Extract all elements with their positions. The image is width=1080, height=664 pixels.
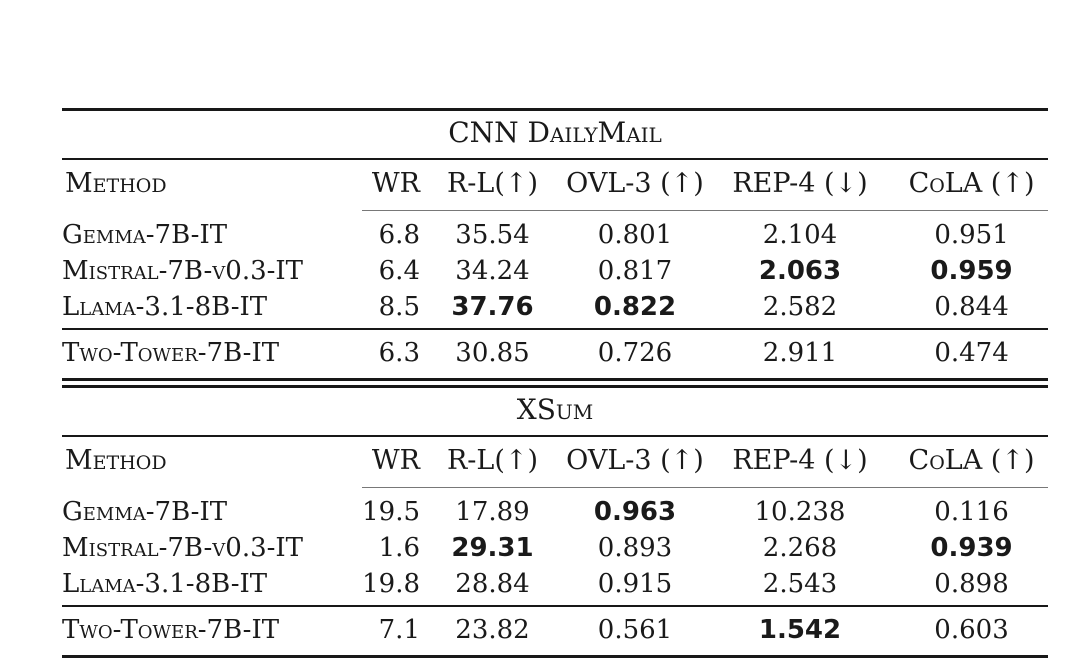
cnn-dailymail-results-table: CNN DailyMail Method WR R-L(↑) OVL-3 (↑)… [62,108,1049,381]
table-title-row: XSum [62,386,1049,437]
rouge-l-cell: 28.84 [455,569,530,599]
header-row: Method WR R-L(↑) OVL-3 (↑) REP-4 (↓) CoL… [62,159,1049,211]
method-cell: Two-Tower-7B-IT [62,328,362,380]
table-row: Gemma-7B-IT 6.8 35.54 0.801 2.104 0.951 [62,211,1048,254]
wr-cell: 6.8 [378,220,420,250]
cola-cell: 0.116 [934,497,1009,527]
cola-cell: 0.951 [934,220,1009,250]
wr-cell: 8.5 [378,292,420,322]
rouge-l-cell: 17.89 [455,497,530,527]
method-cell: Llama-3.1-8B-IT [62,569,268,599]
ovl3-cell: 0.561 [565,605,705,657]
table-row: Mistral-7B-v0.3-IT 1.6 29.31 0.893 2.268… [62,530,1048,566]
ovl3-cell: 0.822 [593,292,677,322]
rep4-cell: 1.542 [705,605,895,657]
column-header-method: Method [65,445,167,477]
rep4-cell: 2.911 [705,328,895,380]
rouge-l-cell: 37.76 [451,292,534,322]
method-cell: Gemma-7B-IT [62,496,228,527]
ovl3-cell: 0.817 [597,256,673,286]
method-cell: Two-Tower-7B-IT [62,605,362,657]
cola-cell: 0.939 [930,533,1013,563]
ovl3-cell: 0.963 [593,497,677,527]
ovl3-cell: 0.915 [597,569,673,599]
table-row: Mistral-7B-v0.3-IT 6.4 34.24 0.817 2.063… [62,253,1048,289]
cola-cell: 0.844 [934,292,1009,322]
wr-cell: 19.5 [362,497,420,527]
table-row: Gemma-7B-IT 19.5 17.89 0.963 10.238 0.11… [62,488,1048,531]
table-title-row: CNN DailyMail [62,109,1049,160]
method-cell: Mistral-7B-v0.3-IT [62,256,304,286]
table-row: Llama-3.1-8B-IT 19.8 28.84 0.915 2.543 0… [62,566,1048,606]
table-row-two-tower: Two-Tower-7B-IT 6.3 30.85 0.726 2.911 0.… [62,328,1049,380]
column-header-cola: CoLA (↑) [895,436,1049,488]
header-row: Method WR R-L(↑) OVL-3 (↑) REP-4 (↓) CoL… [62,436,1049,488]
table-row: Llama-3.1-8B-IT 8.5 37.76 0.822 2.582 0.… [62,289,1048,329]
column-header-cola: CoLA (↑) [895,159,1049,211]
cola-cell: 0.474 [895,328,1049,380]
method-cell: Llama-3.1-8B-IT [62,292,268,322]
rouge-l-cell: 23.82 [420,605,565,657]
column-header-ovl3: OVL-3 (↑) [565,159,705,211]
rep4-cell: 2.543 [762,569,838,599]
column-header-rep4: REP-4 (↓) [705,436,895,488]
wr-cell: 1.6 [378,533,420,563]
cola-cell: 0.898 [934,569,1009,599]
rep4-cell: 2.268 [762,533,838,563]
table-row-two-tower: Two-Tower-7B-IT 7.1 23.82 0.561 1.542 0.… [62,605,1049,657]
xsum-results-table: XSum Method WR R-L(↑) OVL-3 (↑) REP-4 (↓… [62,385,1049,658]
rep4-cell: 2.582 [762,292,838,322]
table-title: CNN DailyMail [62,109,1049,160]
rouge-l-cell: 35.54 [455,220,530,250]
rouge-l-cell: 30.85 [420,328,565,380]
column-header-rouge-l: R-L(↑) [420,436,565,488]
rep4-cell: 10.238 [754,497,846,527]
cola-cell: 0.959 [930,256,1013,286]
rouge-l-cell: 29.31 [451,533,534,563]
wr-cell: 19.8 [362,569,420,599]
column-header-wr: WR [362,159,420,211]
column-header-ovl3: OVL-3 (↑) [565,436,705,488]
rep4-cell: 2.104 [762,220,838,250]
rouge-l-cell: 34.24 [455,256,530,286]
table-title: XSum [62,386,1049,437]
column-header-rouge-l: R-L(↑) [420,159,565,211]
wr-cell: 6.3 [362,328,420,380]
wr-cell: 6.4 [378,256,420,286]
cola-cell: 0.603 [895,605,1049,657]
paper-results-figure: CNN DailyMail Method WR R-L(↑) OVL-3 (↑)… [62,108,1049,658]
method-cell: Mistral-7B-v0.3-IT [62,533,304,563]
method-cell: Gemma-7B-IT [62,219,228,250]
ovl3-cell: 0.726 [565,328,705,380]
rep4-cell: 2.063 [758,256,842,286]
column-header-wr: WR [362,436,420,488]
wr-cell: 7.1 [362,605,420,657]
ovl3-cell: 0.893 [597,533,673,563]
ovl3-cell: 0.801 [597,220,673,250]
column-header-method: Method [65,168,167,200]
column-header-rep4: REP-4 (↓) [705,159,895,211]
